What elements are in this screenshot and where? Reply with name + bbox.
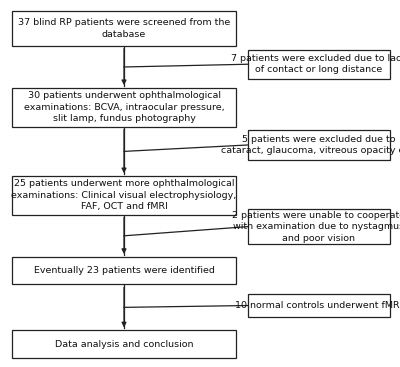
Text: 25 patients underwent more ophthalmological
examinations: Clinical visual electr: 25 patients underwent more ophthalmologi… (11, 179, 237, 211)
Text: 10 normal controls underwent fMRI: 10 normal controls underwent fMRI (235, 301, 400, 310)
FancyBboxPatch shape (12, 330, 236, 358)
FancyBboxPatch shape (248, 209, 390, 244)
FancyBboxPatch shape (12, 88, 236, 127)
FancyBboxPatch shape (12, 257, 236, 284)
Text: 37 blind RP patients were screened from the
database: 37 blind RP patients were screened from … (18, 18, 230, 39)
FancyBboxPatch shape (248, 50, 390, 79)
FancyBboxPatch shape (12, 11, 236, 46)
Text: 2 patients were unable to cooperate
with examination due to nystagmus
and poor v: 2 patients were unable to cooperate with… (232, 211, 400, 243)
Text: 7 patients were excluded due to lack
of contact or long distance: 7 patients were excluded due to lack of … (231, 54, 400, 75)
FancyBboxPatch shape (248, 130, 390, 160)
FancyBboxPatch shape (12, 176, 236, 215)
FancyBboxPatch shape (248, 294, 390, 317)
Text: Data analysis and conclusion: Data analysis and conclusion (55, 339, 193, 349)
Text: 5 patients were excluded due to
cataract, glaucoma, vitreous opacity etc.: 5 patients were excluded due to cataract… (221, 135, 400, 155)
Text: Eventually 23 patients were identified: Eventually 23 patients were identified (34, 266, 214, 275)
Text: 30 patients underwent ophthalmological
examinations: BCVA, intraocular pressure,: 30 patients underwent ophthalmological e… (24, 91, 224, 123)
